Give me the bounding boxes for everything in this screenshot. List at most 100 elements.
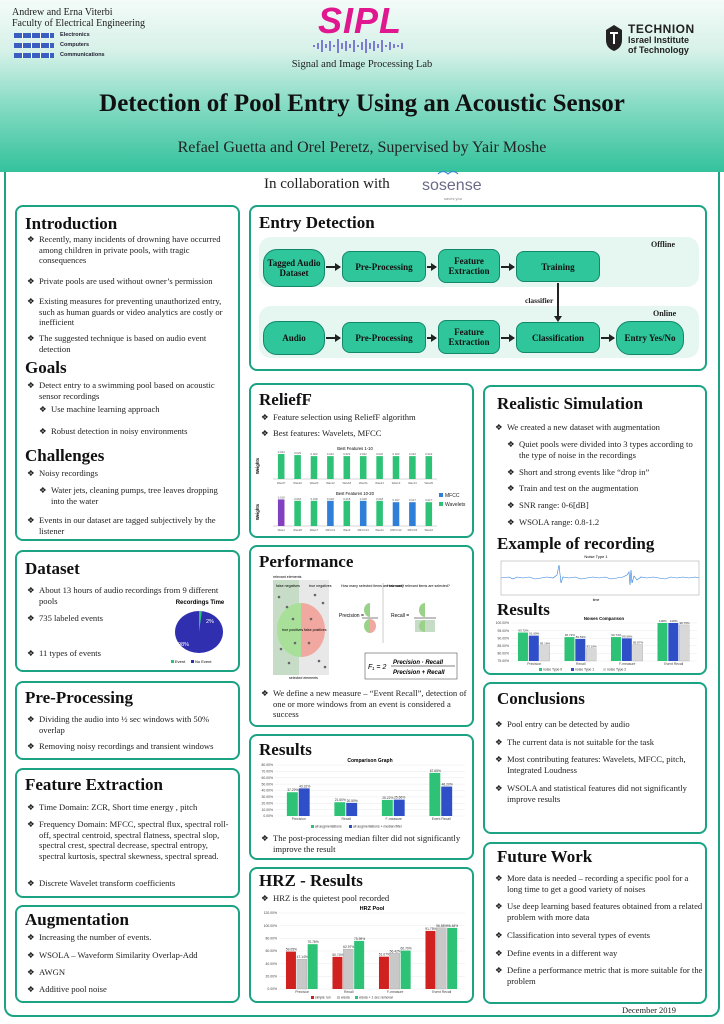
performance-item: We define a new measure – “Event Recall”… bbox=[261, 688, 469, 720]
ece-logo: Electronics Computers Communications bbox=[14, 32, 134, 65]
goals-title: Goals bbox=[25, 358, 67, 377]
precision-question: How many selected items are relevant? bbox=[341, 584, 404, 588]
chart-xtick-label: F-measure bbox=[387, 990, 404, 994]
relief-bar bbox=[376, 456, 383, 479]
arrow-pre-feat-offline bbox=[427, 263, 437, 270]
preprocessing-panel: Pre-Processing Dividing the audio into ½… bbox=[15, 681, 240, 760]
relieff-item-2: Best features: Wavelets, MFCC bbox=[261, 428, 469, 439]
relief-data-label: 0.024 bbox=[278, 450, 285, 454]
relief-bar bbox=[359, 456, 367, 479]
conclusions-item-4: WSOLA and statistical features did not s… bbox=[495, 783, 703, 804]
chart-data-label: 83.16% bbox=[587, 645, 598, 649]
chart-data-label: 98.75% bbox=[680, 621, 691, 625]
chart-data-label: 90.72% bbox=[565, 633, 576, 637]
legend-event: Event bbox=[175, 659, 186, 664]
chart-bar bbox=[346, 802, 358, 816]
relief-bar bbox=[343, 500, 351, 526]
dataset-item-1: About 13 hours of audio recordings from … bbox=[27, 585, 233, 606]
chart-data-label: 75.99% bbox=[354, 937, 365, 941]
chart-bar bbox=[447, 927, 458, 989]
true-positives-label: true positives bbox=[282, 628, 303, 632]
legend-mfcc: MFCC bbox=[439, 492, 465, 501]
relief-tick-label: MFCC1 bbox=[326, 528, 336, 532]
chart-data-label: 43.32% bbox=[299, 784, 310, 788]
chart-xtick-label: Event Recall bbox=[664, 662, 683, 666]
chart-xtick-label: Precision bbox=[295, 990, 309, 994]
technion-sub1: Israel Institute bbox=[628, 35, 690, 45]
relieff-item-1: Feature selection using ReliefF algorith… bbox=[261, 412, 469, 423]
chart-data-label: 100% bbox=[670, 619, 678, 623]
chart-bar bbox=[378, 956, 389, 989]
chart-legend-swatch bbox=[311, 825, 314, 828]
chart-data-label: 37.29% bbox=[287, 788, 298, 792]
noises-comparison-chart: Noises Comparison 75.00% 80.00% 85.00% 90.00… bbox=[496, 617, 697, 672]
example-title: Example of recording bbox=[497, 534, 655, 553]
waveform-xlabel: time bbox=[593, 598, 600, 602]
online-label: Online bbox=[653, 309, 677, 318]
legend-swatch-event bbox=[171, 660, 174, 663]
chart-bar bbox=[575, 638, 586, 661]
recording-waveform-plot: Noise Type 1 time bbox=[500, 554, 700, 602]
intro-item-2: Private pools are used without owner’s p… bbox=[27, 276, 233, 287]
challenges-sub-1: Water jets, cleaning pumps, tree leaves … bbox=[39, 485, 231, 506]
intro-title: Introduction bbox=[25, 214, 118, 233]
relief-tick-label: MFCC5 bbox=[408, 528, 418, 532]
chart-xtick-label: F-measure bbox=[619, 662, 636, 666]
chart-ytick-label: 20.00% bbox=[262, 801, 274, 805]
relieff-legend: MFCC Wavelets bbox=[439, 492, 465, 510]
collab-text: In collaboration with bbox=[264, 176, 390, 192]
chart-bar bbox=[564, 637, 575, 661]
relief-tick-label: Wav18 bbox=[342, 481, 351, 485]
f1-numerator: Precision · Recall bbox=[393, 660, 443, 666]
relief-bar bbox=[277, 499, 285, 526]
relief-ylabel: Weights bbox=[255, 503, 260, 520]
poster-header bbox=[0, 0, 724, 172]
relief-data-label: 0.022 bbox=[343, 452, 350, 456]
chart-legend-label: simple run bbox=[315, 996, 331, 1000]
arrow-pre-feat-online bbox=[427, 334, 437, 341]
chart-legend-swatch bbox=[311, 996, 314, 999]
chart-bar bbox=[679, 624, 690, 662]
chart-xtick-label: F-measure bbox=[386, 817, 403, 821]
results-mid-title: Results bbox=[259, 740, 312, 759]
chart-data-label: 89.53% bbox=[576, 635, 587, 639]
poster-authors: Refael Guetta and Orel Peretz, Supervise… bbox=[177, 139, 547, 156]
chart-data-label: 100% bbox=[659, 619, 667, 623]
pie-label-event: 2% bbox=[206, 619, 214, 625]
ece-computers: Computers bbox=[60, 42, 90, 48]
ece-communications: Communications bbox=[60, 52, 105, 58]
chart-bar bbox=[586, 648, 597, 662]
goals-sub-2: Robust detection in noisy environments bbox=[39, 426, 231, 437]
poster-title: Detection of Pool Entry Using an Acousti… bbox=[99, 90, 625, 117]
relief-data-label: 0.017 bbox=[393, 498, 400, 502]
chart-data-label: 21.60% bbox=[335, 798, 346, 802]
chart-ytick-label: 60.00% bbox=[266, 949, 278, 953]
relief-data-label: 0.022 bbox=[425, 452, 432, 456]
chart-legend-label: all augmentations + median filter bbox=[353, 825, 403, 829]
entry-detection-panel: Entry Detection Offline Online Tagged Au… bbox=[249, 205, 707, 371]
chart-ytick-label: 90.00% bbox=[498, 636, 510, 640]
footer-date: December 2019 bbox=[622, 1005, 677, 1015]
intro-item-3: Existing measures for preventing unautho… bbox=[27, 296, 233, 328]
chart-xtick-label: Event Recall bbox=[432, 990, 451, 994]
performance-title: Performance bbox=[259, 552, 354, 571]
feature-item-2: Frequency Domain: MFCC, spectral flux, s… bbox=[27, 819, 235, 861]
hrz-title: HRZ - Results bbox=[259, 871, 363, 890]
preprocessing-title: Pre-Processing bbox=[25, 688, 133, 707]
precision-recall-diagram: relevant elements false negatives true n… bbox=[273, 575, 458, 680]
chart-legend-swatch bbox=[337, 996, 340, 999]
relief-data-label: 0.022 bbox=[409, 452, 416, 456]
realistic-item: We created a new dataset with augmentati… bbox=[495, 422, 703, 433]
legend-swatch-no bbox=[191, 660, 194, 663]
chart-bar bbox=[436, 927, 447, 990]
future-item-4: Define events in a different way bbox=[495, 948, 703, 959]
relief-tick-label: Wav21 bbox=[375, 481, 384, 485]
chart-data-label: 93.72% bbox=[518, 629, 529, 633]
results-mid-panel: Results Comparison Graph 0.00% 10.00% 20.00… bbox=[249, 734, 474, 860]
realistic-title: Realistic Simulation bbox=[497, 394, 643, 413]
realistic-sub-4: SNR range: 0-6[dB] bbox=[507, 500, 703, 511]
offline-label: Offline bbox=[651, 240, 675, 249]
chart-data-label: 90.74% bbox=[611, 633, 622, 637]
preprocessing-box-online: Pre-Processing bbox=[342, 322, 426, 353]
chart-data-label: 70.76% bbox=[308, 940, 319, 944]
